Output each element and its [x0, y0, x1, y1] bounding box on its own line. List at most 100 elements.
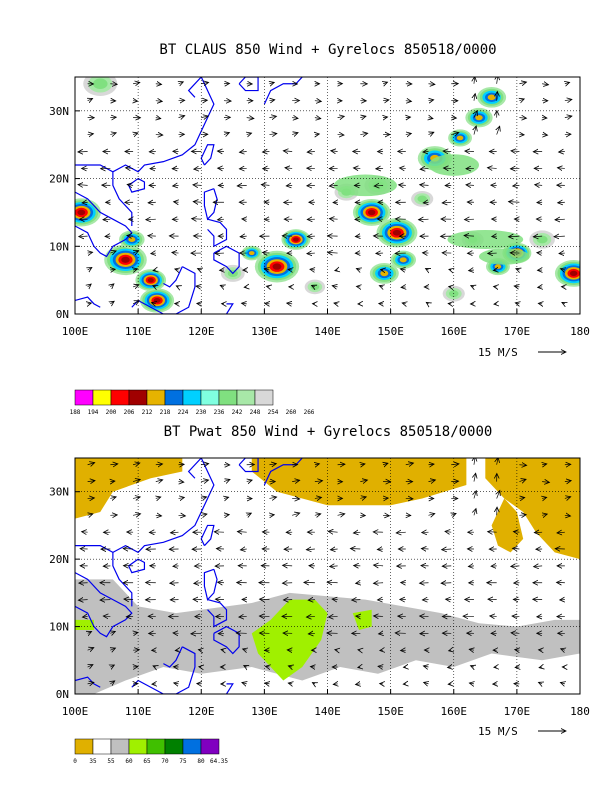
wind-vector — [110, 284, 114, 287]
wind-vector — [224, 133, 229, 135]
wind-vector — [151, 303, 155, 304]
coastline-1 — [75, 545, 133, 607]
coastline-14 — [187, 458, 202, 479]
x-tick-label-8: 180 — [570, 705, 590, 718]
wind-vector — [429, 100, 434, 101]
wind-vector — [360, 116, 366, 117]
wind-vector — [330, 566, 338, 567]
wind-vector — [383, 100, 389, 101]
wind-vector — [173, 185, 179, 186]
wind-vector — [88, 98, 93, 100]
coastline-7 — [213, 245, 240, 275]
wind-vector — [420, 168, 429, 169]
chart1-title: BT CLAUS 850 Wind + Gyrelocs 850518/0000 — [159, 42, 496, 58]
wind-vector — [379, 286, 383, 287]
wind-vector — [337, 514, 345, 516]
cloud-band-1 — [479, 248, 530, 265]
wind-vector — [201, 514, 207, 515]
wind-vector — [88, 284, 92, 287]
colorbar-swatch-5 — [164, 738, 184, 755]
wind-vector — [333, 684, 337, 685]
wind-vector — [292, 480, 300, 481]
x-tick-label-3: 130E — [251, 325, 278, 338]
coastline-6 — [207, 218, 228, 248]
wind-vector — [314, 118, 321, 119]
wind-vector — [337, 464, 345, 465]
wind-vector — [126, 168, 134, 169]
wind-vector — [542, 135, 547, 136]
colorbar-label-10: 248 — [250, 409, 261, 416]
cloud-cell-17-band-6 — [569, 270, 578, 277]
wind-vector — [286, 185, 293, 186]
wind-vector — [263, 151, 270, 152]
coastline-14 — [187, 77, 202, 98]
wind-vector — [155, 515, 162, 516]
wind-vector — [468, 566, 474, 567]
wind-vector — [374, 185, 384, 186]
colorbar-swatch-9 — [236, 389, 256, 406]
wind-vector — [175, 269, 179, 270]
wind-vector — [218, 582, 225, 583]
colorbar-swatch-10 — [254, 389, 274, 406]
wind-vector — [559, 151, 565, 152]
y-tick-label-0: 0N — [56, 688, 69, 701]
wind-vector — [292, 133, 298, 135]
colorbar-label-12: 260 — [286, 409, 297, 416]
wind-vector — [87, 134, 94, 135]
x-tick-label-2: 120E — [188, 325, 215, 338]
wind-vector — [423, 202, 428, 203]
wind-vector — [155, 464, 163, 465]
colorbar-label-1: 35 — [89, 758, 97, 765]
chart1-ref-vector-label: 15 M/S — [478, 346, 518, 359]
wind-vector — [328, 252, 338, 253]
wind-vector — [133, 269, 137, 270]
cloud-band-2 — [428, 154, 479, 176]
wind-vector — [428, 84, 435, 85]
colorbar-label-8: 64.35 — [210, 758, 228, 765]
x-tick-label-6: 160E — [441, 705, 468, 718]
wind-vector — [509, 236, 520, 237]
colorbar-swatch-4 — [146, 389, 166, 406]
colorbar-label-4: 65 — [143, 758, 151, 765]
wind-vector — [360, 480, 367, 482]
cloud-cell-0-band-6 — [77, 209, 86, 216]
wind-vector — [383, 463, 388, 465]
colorbar-label-4: 212 — [142, 409, 153, 416]
wind-vector — [466, 185, 474, 186]
wind-vector — [405, 463, 414, 465]
wind-vector — [156, 497, 161, 498]
wind-vector — [515, 650, 520, 651]
wind-vector — [110, 497, 116, 499]
cloud-cell-3-band-6 — [153, 298, 161, 303]
wind-vector — [82, 202, 88, 203]
wind-vector — [564, 116, 572, 118]
wind-vector — [331, 151, 338, 152]
wind-vector — [471, 286, 474, 287]
wind-vector — [470, 666, 473, 667]
coastline-9 — [163, 646, 183, 668]
wind-vector — [519, 99, 524, 101]
cloud-cell-10-band-4 — [380, 270, 389, 277]
wind-vector — [374, 565, 384, 566]
wind-vector — [360, 464, 365, 465]
x-tick-label-7: 170E — [504, 705, 531, 718]
wind-vector — [424, 682, 429, 683]
wind-vector — [170, 532, 179, 533]
wind-vector — [82, 532, 88, 533]
wind-vector — [516, 269, 520, 270]
wind-vector — [110, 251, 116, 253]
wind-vector — [310, 269, 315, 270]
wind-vector — [288, 666, 292, 667]
cloud-cell-18-band-4 — [494, 264, 502, 269]
wind-vector — [265, 683, 270, 684]
chart1-x-ticks: 100E 110E 120E 130E 140E 150E 160E 170E 180 — [62, 309, 590, 338]
wind-vector — [133, 133, 138, 135]
wind-vector — [194, 168, 202, 169]
cloud-cell-6-band-6 — [272, 263, 282, 270]
wind-vector — [487, 168, 497, 169]
x-tick-label-7: 170E — [504, 325, 531, 338]
wind-vector — [474, 458, 475, 465]
wind-vector — [179, 82, 184, 84]
wind-vector — [269, 515, 274, 516]
wind-vector — [153, 270, 156, 271]
